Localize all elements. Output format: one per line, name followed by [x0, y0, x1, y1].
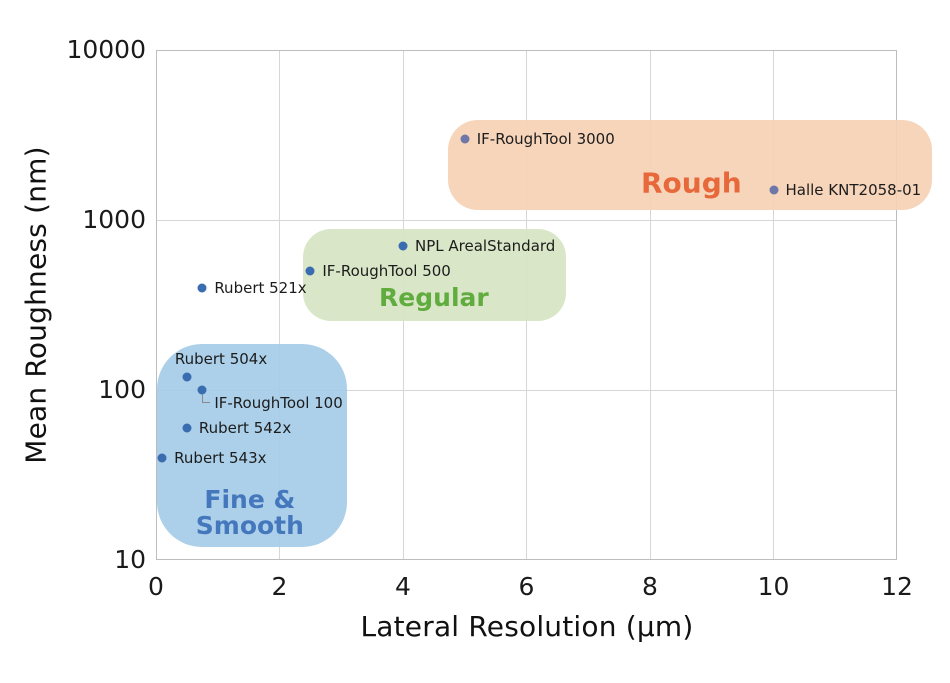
data-point-label-rubert-504x: Rubert 504x	[174, 349, 268, 368]
y-gridline	[156, 219, 897, 221]
y-tick-label: 1000	[82, 205, 146, 234]
leader-line-horizontal	[201, 401, 210, 403]
data-point-if-roughtool-3000	[460, 134, 470, 144]
x-tick-label: 10	[757, 572, 790, 601]
leader-line-vertical	[201, 394, 204, 403]
data-point-rubert-521x	[197, 283, 207, 293]
data-point-rubert-504x	[182, 372, 192, 382]
data-point-label-rubert-521x: Rubert 521x	[214, 278, 307, 297]
data-point-if-roughtool-500	[305, 266, 315, 276]
x-tick-label: 12	[881, 572, 913, 601]
data-point-label-rubert-542x: Rubert 542x	[198, 418, 292, 437]
x-gridline	[773, 50, 774, 560]
region-regular	[302, 228, 566, 321]
y-tick-label: 100	[98, 375, 146, 404]
y-axis-title: Mean Roughness (nm)	[19, 146, 53, 464]
region-rough	[448, 119, 933, 210]
data-point-rubert-542x	[182, 423, 192, 433]
x-tick-label: 4	[395, 572, 411, 601]
plot-frame	[156, 50, 897, 560]
data-point-halle-knt2058-01	[769, 185, 778, 195]
x-tick-label: 2	[271, 572, 288, 601]
data-point-label-halle-knt2058-01: Halle KNT2058-01	[785, 181, 922, 200]
x-gridline	[279, 50, 280, 560]
x-tick-label: 0	[148, 572, 164, 601]
x-tick-label: 6	[518, 572, 535, 601]
data-point-label-rubert-543x: Rubert 543x	[174, 448, 267, 467]
y-tick-label: 10000	[66, 35, 146, 64]
region-label-rough: Rough	[641, 166, 742, 200]
x-gridline	[649, 50, 651, 560]
data-point-npl-arealstandard	[398, 241, 408, 251]
y-tick-label: 10	[114, 545, 146, 574]
data-point-if-roughtool-100	[197, 385, 207, 395]
x-axis-title: Lateral Resolution (μm)	[360, 610, 694, 643]
region-label-fine-smooth: Fine & Smooth	[195, 484, 304, 540]
region-label-regular: Regular	[379, 282, 489, 312]
y-gridline	[156, 389, 897, 391]
data-point-label-if-roughtool-3000: IF-RoughTool 3000	[476, 129, 615, 148]
data-point-rubert-543x	[157, 453, 167, 463]
x-tick-label: 8	[642, 572, 658, 601]
data-point-label-if-roughtool-100: IF-RoughTool 100	[214, 394, 343, 412]
data-point-label-npl-arealstandard: NPL ArealStandard	[415, 237, 556, 256]
data-point-label-if-roughtool-500: IF-RoughTool 500	[322, 262, 451, 281]
